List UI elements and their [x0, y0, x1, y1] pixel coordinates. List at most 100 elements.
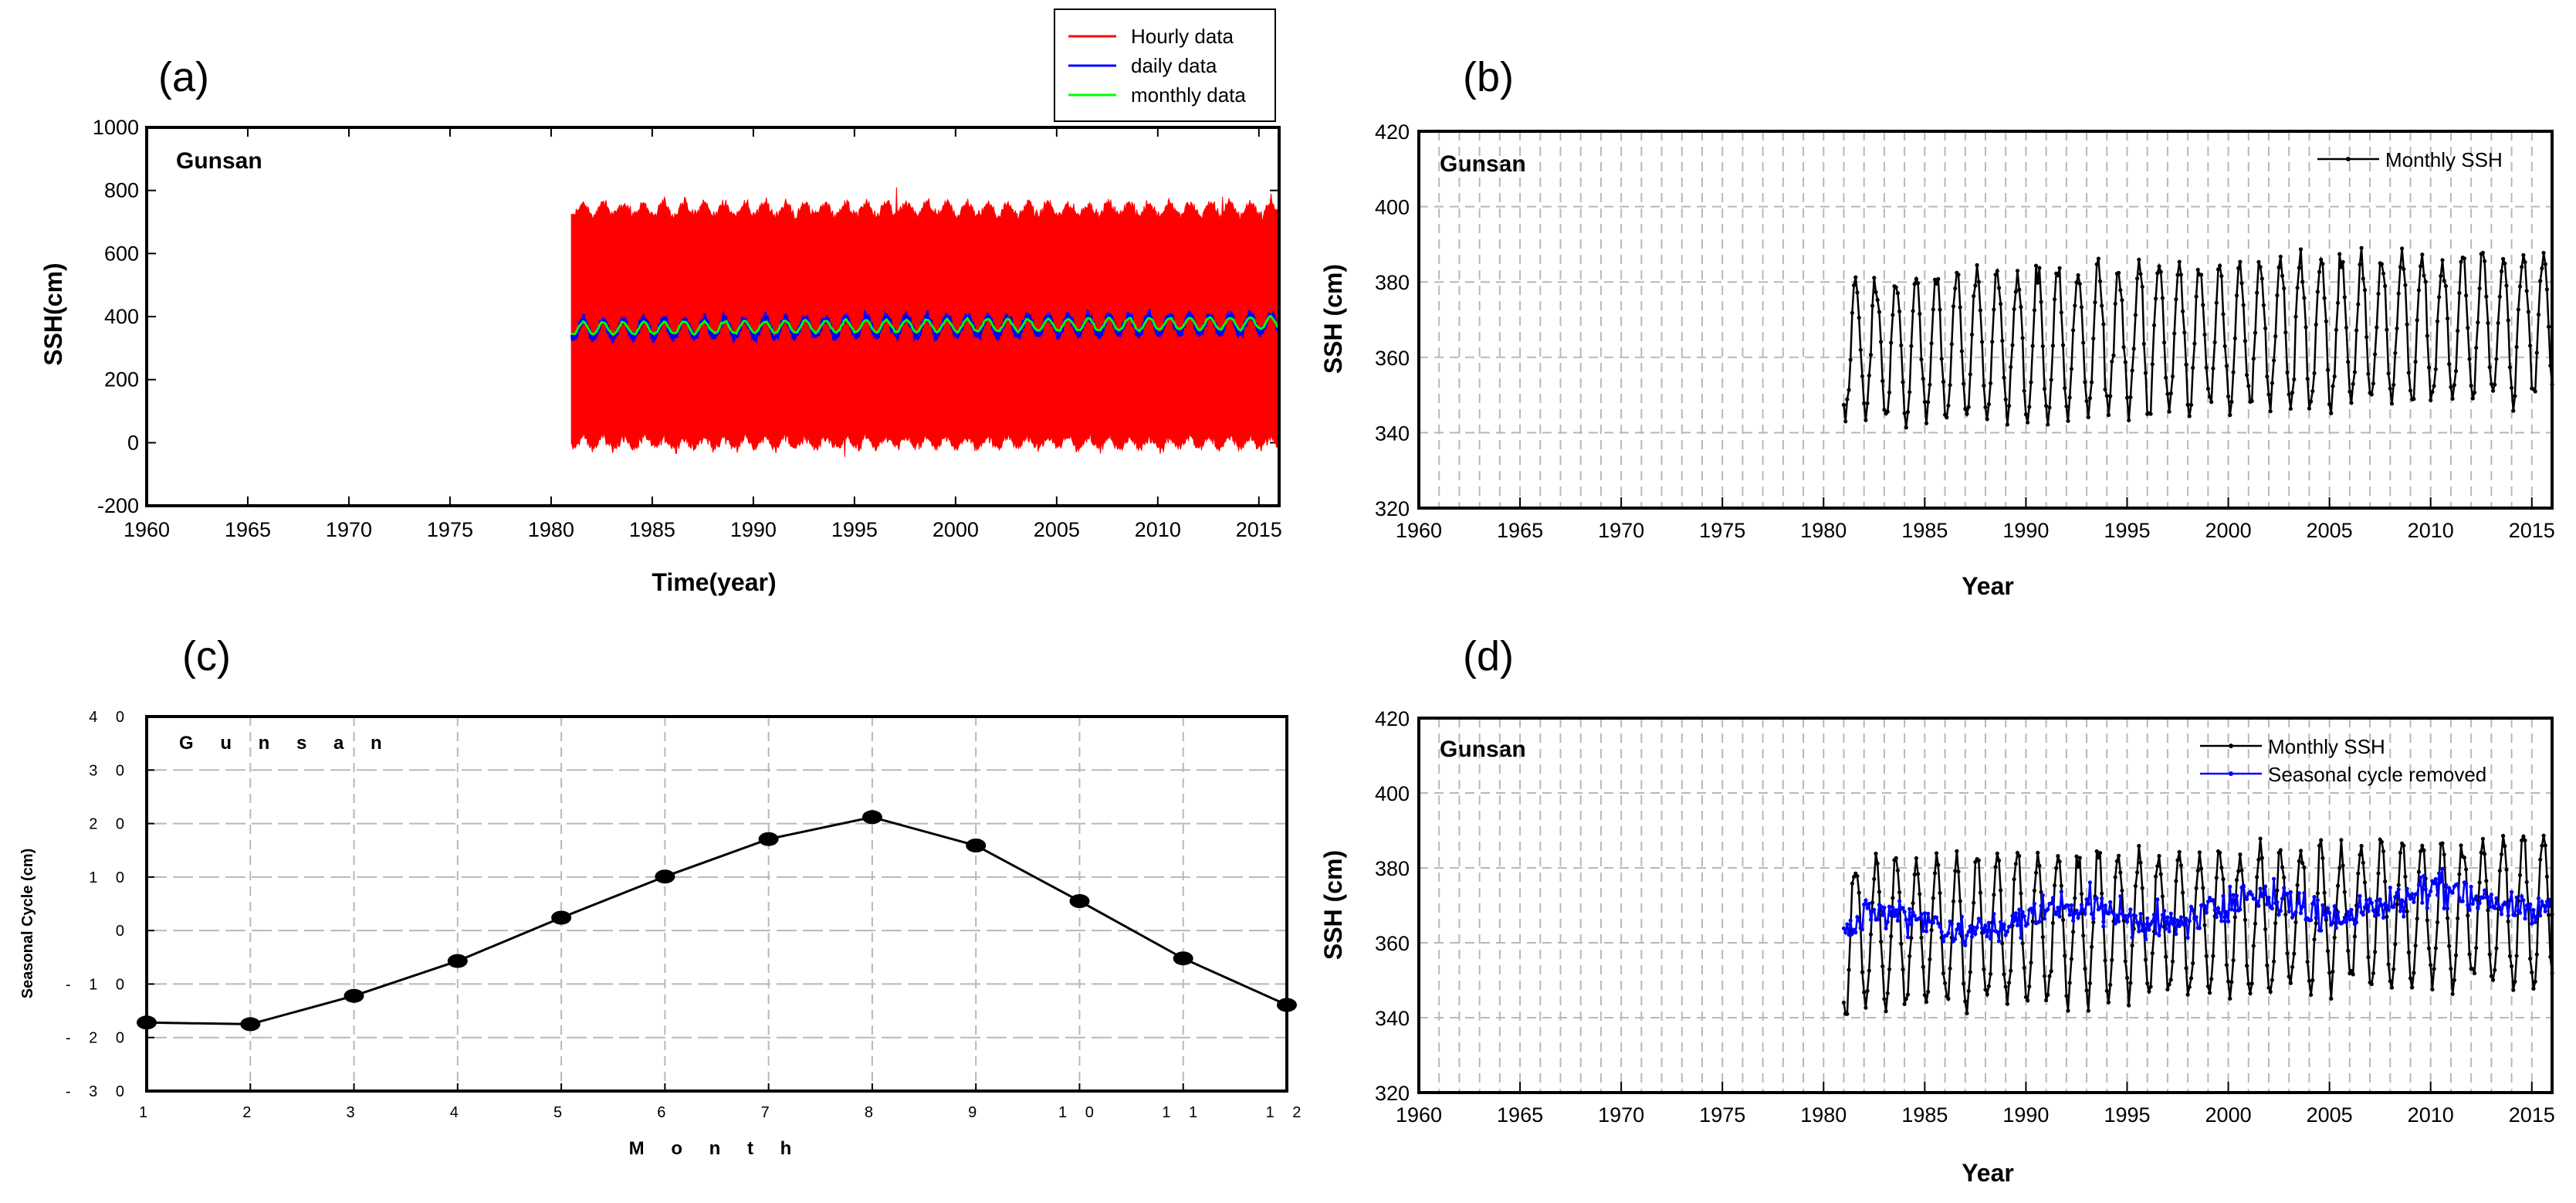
panel-d-point-monthly-ssh [1882, 997, 1887, 1001]
panel-d-point-monthly-ssh [2422, 848, 2426, 852]
panel-d-point-monthly-ssh [2450, 991, 2455, 996]
panel-d-point-seasonal-cycle-removed [2336, 910, 2341, 914]
panel-d-point-seasonal-cycle-removed [2476, 906, 2480, 911]
panel-d-point-monthly-ssh [2381, 849, 2386, 854]
panel-d-point-monthly-ssh [2479, 850, 2483, 855]
panel-b-point-monthly-ssh [2148, 412, 2153, 416]
panel-b-point-monthly-ssh [2484, 294, 2489, 299]
panel-d-point-monthly-ssh [1958, 899, 1962, 903]
panel-d-point-monthly-ssh [2255, 875, 2260, 879]
panel-d-point-monthly-ssh [2470, 967, 2475, 971]
panel-b-point-monthly-ssh [1945, 415, 1949, 420]
panel-d-point-seasonal-cycle-removed [2165, 915, 2170, 920]
panel-d-point-monthly-ssh [2312, 937, 2317, 942]
panel-d-point-seasonal-cycle-removed [2346, 910, 2351, 914]
panel-d-point-seasonal-cycle-removed [2226, 919, 2231, 923]
panel-b-point-monthly-ssh [1990, 340, 1995, 344]
panel-d-point-monthly-ssh [2486, 908, 2490, 913]
panel-d-point-monthly-ssh [1889, 934, 1894, 939]
panel-b-point-monthly-ssh [2490, 388, 2496, 393]
panel-d-point-monthly-ssh [2094, 849, 2099, 854]
panel-b-point-monthly-ssh [2071, 328, 2076, 333]
panel-d-point-seasonal-cycle-removed [1875, 917, 1880, 922]
panel-b-point-monthly-ssh [1983, 405, 1988, 410]
panel-d-point-seasonal-cycle-removed [2362, 905, 2368, 910]
panel-b-point-monthly-ssh [2027, 405, 2032, 409]
panel-d-point-seasonal-cycle-removed [2170, 921, 2175, 926]
panel-b-point-monthly-ssh [1965, 412, 1969, 416]
panel-b-point-monthly-ssh [1921, 376, 1925, 381]
panel-b-point-monthly-ssh [2285, 370, 2290, 375]
panel-d-point-monthly-ssh [2023, 995, 2028, 999]
panel-d-point-monthly-ssh [2104, 988, 2109, 993]
panel-d-point-seasonal-cycle-removed [2544, 900, 2549, 904]
panel-d-point-monthly-ssh [2056, 854, 2060, 859]
panel-d-point-seasonal-cycle-removed [1853, 930, 1858, 935]
panel-d-point-monthly-ssh [2396, 883, 2401, 887]
panel-d-point-monthly-ssh [1879, 939, 1884, 944]
panel-d-ylabel: SSH (cm) [1319, 850, 1347, 960]
panel-d-point-seasonal-cycle-removed [2531, 907, 2536, 913]
panel-d-xtick-label: 2015 [2509, 1103, 2555, 1127]
panel-d-point-monthly-ssh [2433, 946, 2438, 951]
panel-b-point-monthly-ssh [2000, 338, 2005, 343]
panel-d-point-monthly-ssh [2181, 890, 2185, 895]
panel-d-point-monthly-ssh [1860, 970, 1865, 974]
panel-b-frame [1417, 130, 2554, 510]
panel-d-point-monthly-ssh [2297, 859, 2301, 863]
panel-d-point-seasonal-cycle-removed [2229, 907, 2234, 912]
panel-d-point-monthly-ssh [2484, 879, 2489, 883]
panel-b-xtick-label: 2010 [2408, 519, 2454, 542]
panel-b-point-monthly-ssh [1918, 311, 1922, 317]
panel-b-point-monthly-ssh [2086, 415, 2090, 420]
panel-d-point-seasonal-cycle-removed [1918, 916, 1922, 920]
panel-d-point-monthly-ssh [1891, 896, 1895, 900]
panel-d-point-monthly-ssh [2477, 880, 2482, 885]
panel-b-point-monthly-ssh [2182, 330, 2187, 335]
panel-b-point-monthly-ssh [2466, 325, 2470, 330]
panel-d-point-seasonal-cycle-removed [2154, 931, 2158, 936]
panel-b-point-monthly-ssh [2275, 293, 2280, 298]
panel-b-point-monthly-ssh [2187, 414, 2192, 419]
panel-d-point-monthly-ssh [2178, 863, 2183, 868]
panel-d-point-seasonal-cycle-removed [2310, 901, 2315, 906]
panel-d-point-seasonal-cycle-removed [2266, 895, 2271, 900]
panel-d-point-seasonal-cycle-removed [2167, 929, 2171, 934]
panel-b-point-monthly-ssh [2536, 312, 2541, 317]
panel-b-point-monthly-ssh [1976, 280, 1981, 284]
panel-b-point-monthly-ssh [2376, 291, 2381, 296]
panel-d-point-monthly-ssh [2077, 856, 2082, 860]
panel-b-point-monthly-ssh [1992, 307, 1996, 312]
panel-d-point-monthly-ssh [2204, 954, 2209, 958]
panel-d-point-monthly-ssh [2133, 883, 2138, 889]
panel-b-point-monthly-ssh [2523, 259, 2527, 265]
panel-d-point-monthly-ssh [1877, 890, 1881, 894]
panel-d-point-monthly-ssh [2033, 870, 2039, 875]
panel-d-point-monthly-ssh [1985, 992, 1989, 997]
panel-b-legend-label-monthly-ssh: Monthly SSH [2385, 148, 2503, 171]
panel-d-point-seasonal-cycle-removed [2130, 935, 2134, 940]
panel-d-point-seasonal-cycle-removed [2403, 900, 2408, 904]
panel-d-ytick-label: 340 [1375, 1007, 1410, 1030]
panel-d-point-seasonal-cycle-removed [2309, 918, 2314, 923]
panel-d-point-monthly-ssh [1924, 999, 1929, 1005]
panel-b-point-monthly-ssh [2241, 303, 2246, 307]
panel-d-point-monthly-ssh [2346, 948, 2351, 953]
panel-d-point-seasonal-cycle-removed [2385, 903, 2389, 908]
panel-d-point-monthly-ssh [2114, 859, 2119, 863]
panel-d-point-seasonal-cycle-removed [2504, 902, 2509, 906]
panel-d-point-seasonal-cycle-removed [2378, 897, 2382, 902]
panel-d-point-monthly-ssh [2447, 944, 2452, 948]
panel-d-point-monthly-ssh [1982, 967, 1986, 971]
panel-a-ytick-label: 0 [127, 431, 139, 454]
panel-b-point-monthly-ssh [2261, 303, 2266, 307]
panel-d-point-monthly-ssh [1928, 957, 1932, 962]
panel-d-point-seasonal-cycle-removed [2083, 911, 2087, 916]
panel-b-point-monthly-ssh [1953, 286, 1958, 291]
panel-d-point-monthly-ssh [2435, 920, 2440, 925]
panel-d-point-seasonal-cycle-removed [2234, 893, 2239, 898]
panel-d-point-seasonal-cycle-removed [2177, 923, 2182, 928]
panel-b-point-monthly-ssh [2425, 334, 2429, 338]
panel-b-point-monthly-ssh [2480, 250, 2485, 255]
panel-d-point-seasonal-cycle-removed [2202, 903, 2207, 908]
